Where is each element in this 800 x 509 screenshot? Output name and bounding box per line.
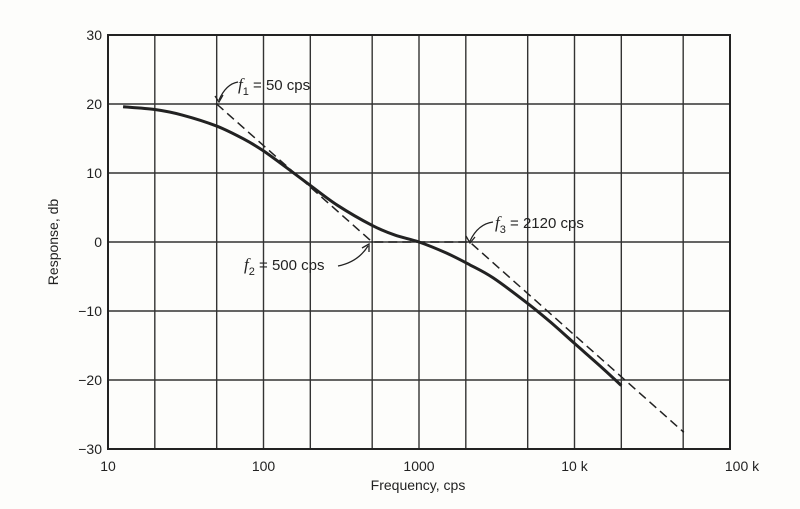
svg-text:f1 = 50 cps: f1 = 50 cps — [238, 75, 310, 98]
arrow-f1 — [218, 81, 239, 101]
x-axis-label: Frequency, cps — [371, 477, 466, 493]
response-curve — [122, 105, 623, 387]
y-tick-label: 30 — [86, 27, 102, 43]
arrow-f2 — [337, 245, 369, 267]
asymptote-vertex — [682, 430, 685, 433]
y-tick-label: 20 — [86, 96, 102, 112]
y-tick-label: 0 — [94, 234, 102, 250]
annotation-f2: f2 = 500 cps — [244, 242, 370, 278]
y-tick-label: −30 — [78, 441, 102, 457]
y-tick-labels: 30 20 10 0 −10 −20 −30 — [78, 27, 102, 457]
plot-frame — [107, 34, 731, 450]
asymptote-vertex — [371, 241, 374, 243]
annotation-f1: f1 = 50 cps — [214, 75, 310, 104]
svg-text:f2 = 500 cps: f2 = 500 cps — [244, 255, 325, 278]
y-tick-label: 10 — [86, 165, 102, 181]
y-tick-label: −10 — [78, 303, 102, 319]
x-tick-label: 10 k — [561, 458, 588, 474]
x-tick-label: 100 k — [725, 458, 760, 474]
x-tick-labels: 10 100 1000 10 k 100 k — [100, 458, 760, 474]
arrow-f3 — [469, 221, 494, 242]
annotation-f3: f3 = 2120 cps — [465, 213, 584, 245]
asymptote-vertex — [215, 103, 218, 105]
asymptote-line — [216, 103, 684, 433]
y-axis-label: Response, db — [45, 199, 61, 286]
x-tick-label: 10 — [100, 458, 116, 474]
series-layer — [122, 103, 685, 433]
y-tick-label: −20 — [78, 372, 102, 388]
x-tick-label: 1000 — [403, 458, 434, 474]
svg-text:f3 = 2120 cps: f3 = 2120 cps — [495, 213, 584, 236]
x-tick-label: 100 — [252, 458, 276, 474]
